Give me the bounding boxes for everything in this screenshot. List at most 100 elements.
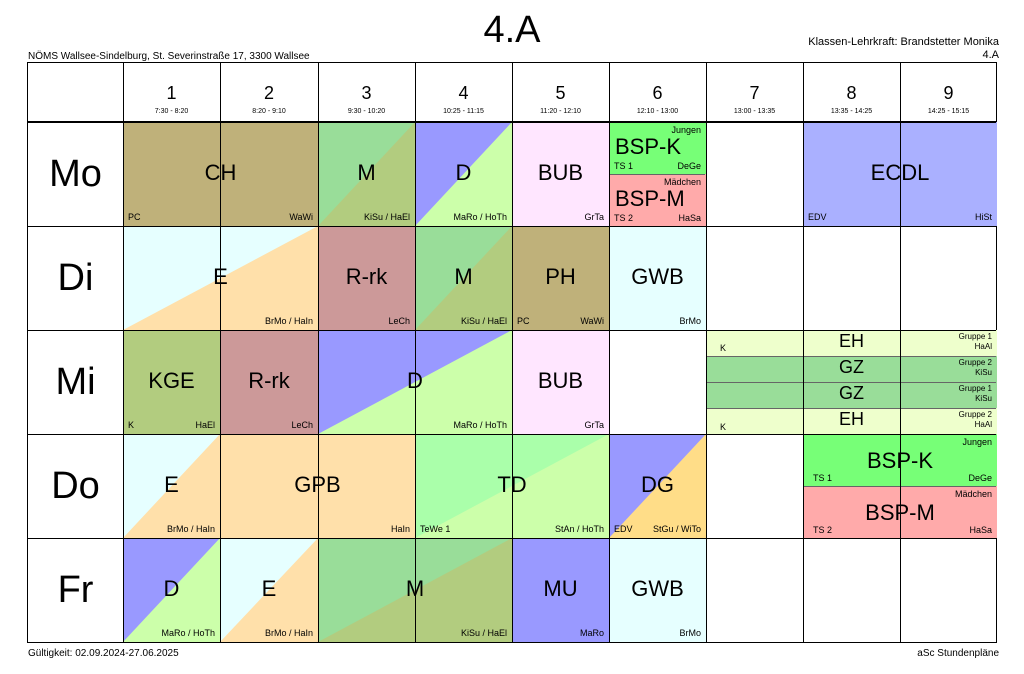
column-divider	[318, 63, 319, 642]
subject-label: M	[454, 264, 473, 289]
lesson-fr-d[interactable]: D MaRo / HoTh	[123, 538, 220, 642]
teacher-label: WaWi	[580, 316, 604, 326]
lesson-mo-bsp-k[interactable]: Jungen BSP-K TS 1 DeGe	[609, 122, 706, 174]
group-label: Gruppe 2	[958, 358, 992, 367]
lesson-do-e[interactable]: E BrMo / HaIn	[123, 434, 220, 538]
lesson-do-gpb[interactable]: GPB HaIn	[220, 434, 415, 538]
column-divider	[415, 63, 416, 642]
lesson-di-m[interactable]: M KiSu / HaEl	[415, 226, 512, 330]
room-label: PC	[517, 316, 530, 326]
teacher-label: BrMo / HaIn	[166, 524, 215, 534]
teacher-label: HaAl	[974, 420, 992, 429]
group-label: Jungen	[671, 125, 701, 135]
class-teacher-info: Klassen-Lehrkraft: Brandstetter Monika 4…	[808, 36, 999, 62]
lesson-mi-bub[interactable]: BUB GrTa	[512, 330, 609, 434]
teacher-label: BrMo / HaIn	[264, 628, 313, 638]
school-address: NÖMS Wallsee-Sindelburg, St. Severinstra…	[28, 51, 310, 62]
lesson-mo-d[interactable]: D MaRo / HoTh	[415, 122, 512, 226]
subject-label: KGE	[148, 368, 195, 393]
period-time: 7:30 - 8:20	[154, 108, 189, 115]
group-label: Gruppe 2	[958, 410, 992, 419]
lesson-mi-eh-group1[interactable]: K EH Gruppe 1 HaAl	[706, 330, 997, 356]
teacher-label: MaRo / HoTh	[453, 212, 507, 222]
period-header-4: 4 10:25 - 11:15	[415, 63, 512, 121]
period-header-6: 6 12:10 - 13:00	[609, 63, 706, 121]
subject-label: GZ	[839, 383, 864, 403]
subject-label: M	[405, 576, 425, 601]
teacher-label: BrMo	[679, 628, 701, 638]
group-divider	[706, 408, 996, 409]
teacher-label: WaWi	[289, 212, 313, 222]
period-time: 13:35 - 14:25	[830, 108, 873, 115]
subject-label: GZ	[839, 357, 864, 377]
period-header-5: 5 11:20 - 12:10	[512, 63, 609, 121]
teacher-label: StAn / HoTh	[554, 524, 604, 534]
day-label-fr: Fr	[57, 569, 94, 611]
room-label: K	[720, 422, 727, 432]
period-number: 7	[749, 83, 760, 103]
group-teacher-label: Gruppe 2 KiSu	[959, 358, 992, 378]
period-number: 1	[166, 83, 177, 103]
subject-label: GWB	[631, 264, 684, 289]
subject-label: GPB	[294, 472, 341, 497]
subject-label: GWB	[631, 576, 684, 601]
group-label: Gruppe 1	[958, 384, 992, 393]
lesson-fr-e[interactable]: E BrMo / HaIn	[220, 538, 318, 642]
lesson-do-dg[interactable]: DG EDV StGu / WiTo	[609, 434, 706, 538]
group-divider	[706, 382, 996, 383]
subject-label: D	[318, 368, 512, 394]
subject-label: BSP-K	[615, 134, 682, 159]
room-label: TeWe 1	[420, 524, 451, 534]
class-teacher-name: Klassen-Lehrkraft: Brandstetter Monika	[808, 36, 999, 48]
teacher-label: DeGe	[677, 161, 701, 171]
lesson-mi-kge[interactable]: KGE K HaEl	[123, 330, 220, 434]
day-label-di: Di	[57, 257, 94, 299]
teacher-label: LeCh	[388, 316, 410, 326]
group-divider	[803, 486, 996, 487]
day-label-mo: Mo	[49, 153, 102, 195]
lesson-di-gwb[interactable]: GWB BrMo	[609, 226, 706, 330]
lesson-di-r-rk[interactable]: R-rk LeCh	[318, 226, 415, 330]
period-time: 13:00 - 13:35	[733, 108, 776, 115]
lesson-mo-bsp-m[interactable]: Mädchen BSP-M TS 2 HaSa	[609, 174, 706, 226]
subject-label: E	[261, 576, 277, 601]
subject-label: DG	[641, 472, 674, 497]
lesson-di-ph[interactable]: PH PC WaWi	[512, 226, 609, 330]
subject-label: BUB	[537, 160, 584, 185]
lesson-mi-gz-group2[interactable]: GZ Gruppe 2 KiSu	[706, 356, 997, 382]
period-time: 9:30 - 10:20	[347, 108, 386, 115]
group-teacher-label: Gruppe 1 KiSu	[959, 384, 992, 404]
lesson-fr-gwb[interactable]: GWB BrMo	[609, 538, 706, 642]
group-teacher-label: Gruppe 1 HaAl	[959, 332, 992, 352]
teacher-label: DeGe	[968, 473, 992, 483]
lesson-mi-eh-group2[interactable]: K EH Gruppe 2 HaAl	[706, 408, 997, 434]
subject-label: D	[455, 160, 472, 185]
subject-label: PH	[545, 264, 576, 289]
group-divider	[609, 174, 705, 175]
period-header-2: 2 8:20 - 9:10	[220, 63, 318, 121]
teacher-label: BrMo	[679, 316, 701, 326]
lesson-fr-mu[interactable]: MU MaRo	[512, 538, 609, 642]
subject-label: BSP-M	[615, 186, 685, 211]
subject-label: R-rk	[248, 368, 290, 393]
teacher-label: GrTa	[584, 420, 604, 430]
teacher-label: LeCh	[291, 420, 313, 430]
column-divider	[706, 63, 707, 642]
subject-label: EH	[838, 331, 864, 351]
room-label: PC	[128, 212, 141, 222]
group-divider	[706, 356, 996, 357]
period-number: 3	[361, 83, 372, 103]
lesson-mi-gz-group1[interactable]: GZ Gruppe 1 KiSu	[706, 382, 997, 408]
teacher-label: KiSu / HaEl	[460, 316, 507, 326]
period-number: 8	[846, 83, 857, 103]
day-label-mi: Mi	[55, 361, 96, 403]
period-time: 11:20 - 12:10	[540, 108, 581, 115]
period-header-1: 1 7:30 - 8:20	[123, 63, 220, 121]
subject-label: D	[163, 576, 180, 601]
lesson-mo-m[interactable]: M KiSu / HaEl	[318, 122, 415, 226]
teacher-label: KiSu	[975, 368, 992, 377]
teacher-label: BrMo / HaIn	[264, 316, 313, 326]
column-divider	[220, 63, 221, 642]
lesson-mi-r-rk[interactable]: R-rk LeCh	[220, 330, 318, 434]
lesson-mo-bub[interactable]: BUB GrTa	[512, 122, 609, 226]
